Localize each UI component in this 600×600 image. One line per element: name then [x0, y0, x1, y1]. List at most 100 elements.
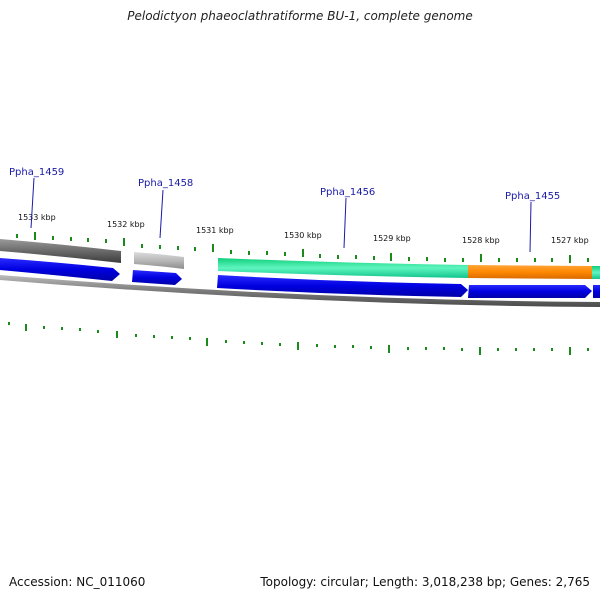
scale-tick: [87, 238, 89, 242]
scale-tick: [116, 331, 118, 338]
scale-tick: [212, 244, 214, 252]
scale-label-1528: 1528 kbp: [462, 236, 500, 245]
gene-arrow-ppha-1455[interactable]: [468, 285, 592, 298]
gene-label-ppha-1455[interactable]: Ppha_1455: [505, 191, 560, 202]
scale-tick: [141, 244, 143, 248]
scale-tick: [551, 348, 553, 351]
scale-tick: [206, 338, 208, 346]
scale-label-1527: 1527 kbp: [551, 236, 589, 245]
scale-tick: [498, 258, 500, 262]
scale-tick: [534, 258, 536, 262]
scale-tick: [337, 255, 339, 259]
map-title: Pelodictyon phaeoclathratiforme BU-1, co…: [127, 9, 473, 23]
scale-tick: [316, 344, 318, 347]
gene-arrows: [0, 258, 600, 298]
scale-tick: [425, 347, 427, 350]
scale-tick: [8, 322, 10, 325]
scale-label-1531: 1531 kbp: [196, 226, 234, 235]
scale-tick: [426, 257, 428, 261]
scale-tick: [388, 345, 390, 353]
gene-label-ppha-1458[interactable]: Ppha_1458: [138, 178, 193, 189]
scale-tick: [70, 237, 72, 241]
scale-tick: [52, 236, 54, 240]
scale-tick: [43, 326, 45, 329]
leader-line-ppha-1455: [529, 201, 532, 253]
gene-labels: Ppha_1459 Ppha_1458 Ppha_1456 Ppha_1455: [9, 167, 560, 202]
scale-label-1532: 1532 kbp: [107, 220, 145, 229]
scale-tick: [408, 257, 410, 261]
scale-tick: [516, 258, 518, 262]
feature-dark-gray[interactable]: [0, 239, 121, 263]
gene-arrow-ppha-1459[interactable]: [0, 258, 120, 281]
scale-tick: [159, 245, 161, 249]
accession-text: Accession: NC_011060: [9, 575, 146, 589]
leader-line-ppha-1458: [159, 189, 164, 239]
scale-tick: [352, 345, 354, 348]
gene-arrow-ppha-1458[interactable]: [132, 270, 182, 285]
scale-tick: [587, 258, 589, 262]
scale-tick: [373, 256, 375, 260]
scale-tick: [230, 250, 232, 254]
scale-tick: [171, 336, 173, 339]
feature-green[interactable]: [218, 258, 468, 278]
scale-tick: [25, 324, 27, 331]
scale-tick: [297, 342, 299, 350]
genome-backbone: [0, 275, 600, 307]
scale-label-1533: 1533 kbp: [18, 213, 56, 222]
scale-tick: [444, 258, 446, 262]
scale-tick: [243, 341, 245, 344]
scale-tick: [587, 348, 589, 351]
leader-line-ppha-1459: [30, 177, 35, 229]
scale-tick: [177, 246, 179, 250]
scale-label-1529: 1529 kbp: [373, 234, 411, 243]
gene-arrow-edge[interactable]: [593, 285, 600, 298]
scale-tick: [370, 346, 372, 349]
scale-tick: [279, 343, 281, 346]
scale-tick: [225, 340, 227, 343]
top-tick-row: [16, 232, 589, 263]
scale-tick: [461, 348, 463, 351]
bottom-tick-row: [8, 322, 589, 355]
scale-tick: [79, 328, 81, 331]
scale-tick: [443, 347, 445, 350]
scale-tick: [497, 348, 499, 351]
scale-tick: [515, 348, 517, 351]
scale-tick: [105, 239, 107, 243]
scale-tick: [135, 334, 137, 337]
feature-orange[interactable]: [468, 265, 592, 279]
scale-tick: [16, 234, 18, 238]
gene-leader-lines: [30, 177, 532, 253]
scale-tick: [261, 342, 263, 345]
scale-tick: [479, 347, 481, 355]
scale-tick: [569, 347, 571, 355]
scale-tick: [266, 251, 268, 255]
scale-tick: [194, 247, 196, 251]
scale-tick: [551, 258, 553, 262]
gene-label-ppha-1456[interactable]: Ppha_1456: [320, 187, 375, 198]
scale-tick: [302, 249, 304, 257]
leader-line-ppha-1456: [343, 197, 347, 249]
scale-tick: [97, 330, 99, 333]
scale-tick: [248, 251, 250, 255]
scale-tick: [34, 232, 36, 240]
scale-tick: [153, 335, 155, 338]
gene-arrow-ppha-1456[interactable]: [217, 275, 468, 297]
feature-light-gray[interactable]: [134, 252, 184, 269]
feature-track: [0, 239, 600, 279]
scale-tick: [480, 254, 482, 262]
scale-tick: [284, 252, 286, 256]
gene-label-ppha-1459[interactable]: Ppha_1459: [9, 167, 64, 178]
scale-tick: [189, 337, 191, 340]
scale-tick: [390, 253, 392, 261]
genome-summary-text: Topology: circular; Length: 3,018,238 bp…: [260, 575, 590, 589]
scale-label-1530: 1530 kbp: [284, 231, 322, 240]
scale-tick: [569, 255, 571, 263]
feature-green-edge[interactable]: [592, 266, 600, 279]
scale-tick: [355, 255, 357, 259]
scale-tick: [533, 348, 535, 351]
scale-tick: [462, 258, 464, 262]
scale-tick: [334, 345, 336, 348]
scale-tick: [61, 327, 63, 330]
scale-tick: [319, 254, 321, 258]
